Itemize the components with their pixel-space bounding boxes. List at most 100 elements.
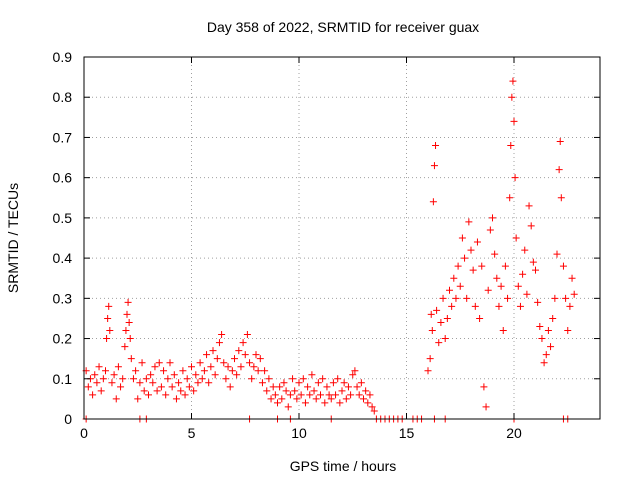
data-point — [366, 391, 374, 399]
data-point — [473, 238, 481, 246]
data-point — [162, 391, 170, 399]
data-point — [91, 371, 99, 379]
data-point — [514, 282, 522, 290]
data-point — [84, 383, 92, 391]
data-point — [529, 258, 537, 266]
data-point — [175, 379, 183, 387]
data-point — [291, 387, 299, 395]
data-point — [482, 403, 490, 411]
data-point — [557, 194, 565, 202]
data-point — [437, 318, 445, 326]
data-point — [527, 222, 535, 230]
data-point — [125, 318, 133, 326]
data-point — [525, 202, 533, 210]
data-point — [491, 250, 499, 258]
x-tick-label: 5 — [188, 425, 196, 441]
data-point — [489, 214, 496, 222]
data-point — [95, 363, 103, 371]
data-point — [155, 359, 163, 367]
data-point — [507, 141, 515, 149]
data-point — [142, 375, 150, 383]
data-point — [274, 399, 281, 407]
data-point — [357, 379, 365, 387]
data-point — [553, 250, 561, 258]
data-point — [506, 194, 514, 202]
data-point — [124, 298, 132, 306]
data-point — [446, 286, 453, 294]
data-point — [228, 367, 236, 375]
data-point — [110, 371, 118, 379]
data-point — [364, 399, 372, 407]
data-point — [321, 399, 329, 407]
data-point — [426, 355, 434, 363]
data-point — [97, 387, 105, 395]
data-point — [254, 367, 262, 375]
data-point — [370, 407, 378, 415]
data-point — [325, 391, 333, 399]
data-point — [508, 93, 516, 101]
data-point — [209, 347, 217, 355]
data-point — [102, 367, 109, 375]
data-point — [516, 302, 524, 310]
data-point — [117, 383, 125, 391]
y-tick-label: 0.1 — [53, 371, 73, 387]
data-point — [493, 274, 501, 282]
data-point — [338, 387, 346, 395]
data-point — [549, 314, 557, 322]
data-point — [121, 343, 129, 351]
data-point — [200, 367, 208, 375]
data-point — [213, 355, 221, 363]
data-point — [334, 375, 342, 383]
data-point — [469, 266, 477, 274]
data-point — [570, 290, 578, 298]
data-point — [194, 379, 202, 387]
data-point — [504, 294, 512, 302]
data-point — [432, 141, 440, 149]
y-tick-label: 0 — [64, 411, 72, 427]
data-point — [278, 395, 286, 403]
data-point — [312, 395, 320, 403]
data-point — [429, 198, 437, 206]
data-point — [495, 302, 503, 310]
data-point — [269, 383, 277, 391]
data-point — [166, 359, 174, 367]
data-point — [190, 387, 198, 395]
data-point — [308, 371, 316, 379]
data-point — [427, 310, 435, 318]
data-point — [123, 310, 131, 318]
data-point — [258, 379, 266, 387]
y-tick-label: 0.9 — [53, 49, 73, 65]
data-point — [353, 383, 361, 391]
data-point — [231, 355, 238, 363]
data-point — [433, 306, 441, 314]
data-point — [134, 395, 142, 403]
data-point — [556, 137, 564, 145]
y-tick-label: 0.6 — [53, 170, 73, 186]
y-tick-label: 0.7 — [53, 129, 73, 145]
data-point — [497, 282, 505, 290]
data-point — [106, 327, 114, 335]
data-point — [424, 367, 432, 375]
data-point — [220, 359, 228, 367]
data-point — [340, 379, 348, 387]
data-point — [293, 395, 301, 403]
data-point — [151, 363, 159, 371]
data-point — [480, 383, 488, 391]
data-point — [435, 339, 443, 347]
data-point — [246, 359, 254, 367]
data-point — [306, 391, 314, 399]
data-point — [239, 339, 247, 347]
data-point — [183, 375, 191, 383]
data-point — [140, 387, 148, 395]
data-point — [551, 294, 559, 302]
y-tick-label: 0.8 — [53, 89, 73, 105]
data-point — [536, 322, 544, 330]
data-point — [172, 395, 180, 403]
data-point — [486, 226, 494, 234]
data-point — [198, 375, 206, 383]
data-point — [282, 387, 290, 395]
data-point — [368, 403, 376, 411]
data-point — [233, 371, 241, 379]
